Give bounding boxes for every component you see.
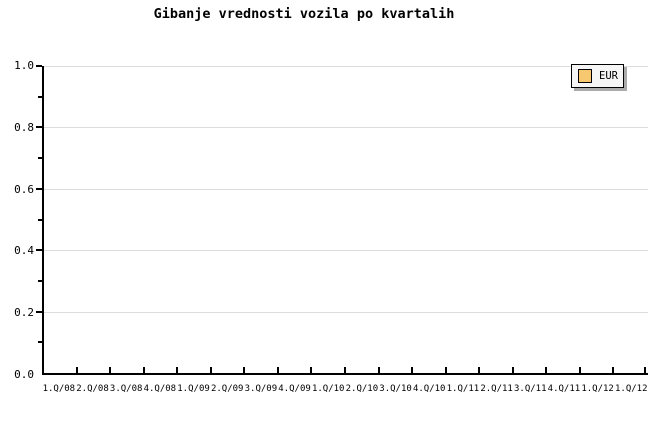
x-axis-tick: [578, 367, 581, 373]
x-axis-tick: [478, 367, 481, 373]
x-axis-tick: [243, 367, 246, 373]
x-axis-tick: [109, 367, 112, 373]
gridline: [44, 188, 648, 190]
x-axis-label: 1.Q/08: [42, 384, 76, 394]
x-axis-tick: [612, 367, 615, 373]
x-axis-label: 3.Q/10: [379, 384, 412, 394]
x-axis-labels: 1.Q/08 2.Q/08 3.Q/08 4.Q/08 1.Q/09 2.Q/0…: [42, 383, 648, 395]
y-axis-tick: [36, 65, 42, 67]
x-axis-label: 4.Q/09: [278, 384, 311, 394]
x-axis-label: 1.Q/11: [446, 384, 480, 394]
x-axis-label: 2.Q/10: [345, 384, 379, 394]
y-axis-minor-tick: [38, 157, 42, 160]
x-axis-label: 3.Q/09: [244, 384, 278, 394]
x-axis-tick: [310, 367, 313, 373]
x-axis-label: 2.Q/09: [210, 384, 244, 394]
x-axis-label: 1.Q/10: [311, 384, 345, 394]
x-axis-tick: [644, 367, 646, 373]
y-axis-tick: [36, 126, 42, 129]
x-axis-label: 2.Q/08: [76, 384, 109, 394]
y-axis-label: 1.0: [14, 59, 34, 72]
x-axis-label: 4.Q/11: [547, 384, 581, 394]
y-axis-label: 0.8: [14, 121, 34, 134]
y-axis-tick: [36, 187, 42, 190]
plot-area: [36, 65, 648, 375]
gridline: [44, 311, 648, 313]
y-axis-tick: [36, 310, 42, 313]
legend-box: EUR: [571, 64, 624, 88]
legend-label: EUR: [599, 70, 618, 82]
y-axis-minor-tick: [38, 218, 42, 221]
x-axis-tick: [377, 367, 380, 373]
x-axis-tick: [142, 367, 145, 373]
y-axis-label: 0.2: [14, 306, 34, 319]
x-axis-tick: [511, 367, 514, 373]
gridline: [44, 250, 648, 252]
x-axis-tick: [344, 367, 346, 373]
x-axis-tick: [209, 367, 212, 373]
x-axis-label: 1.Q/09: [177, 384, 210, 394]
y-axis-minor-tick: [38, 95, 42, 98]
x-axis-tick: [545, 367, 548, 373]
y-axis-minor-tick: [38, 341, 42, 344]
x-axis-tick: [444, 367, 447, 373]
gridline: [44, 127, 648, 129]
x-axis-tick: [276, 367, 279, 373]
x-axis-tick: [176, 367, 179, 373]
x-axis-label: 1.Q/12: [615, 384, 648, 394]
x-axis-label: 3.Q/08: [109, 384, 143, 394]
y-axis-tick: [36, 249, 42, 252]
legend-swatch-eur: [578, 69, 592, 83]
chart-title: Gibanje vrednosti vozila po kvartalih: [153, 6, 455, 22]
x-axis-tick: [75, 367, 78, 373]
x-axis-label: 4.Q/10: [412, 384, 446, 394]
y-axis-label: 0.6: [14, 183, 34, 196]
gridline: [44, 66, 648, 67]
y-axis-label: 0.0: [14, 368, 34, 381]
y-axis-label: 0.4: [14, 244, 34, 257]
x-axis-label: 1.Q/12: [581, 384, 614, 394]
x-axis-label: 3.Q/11: [513, 384, 547, 394]
x-axis-tick: [411, 367, 414, 373]
x-axis-label: 2.Q/11: [480, 384, 513, 394]
y-axis-minor-tick: [38, 279, 42, 282]
x-axis-label: 4.Q/08: [143, 384, 177, 394]
